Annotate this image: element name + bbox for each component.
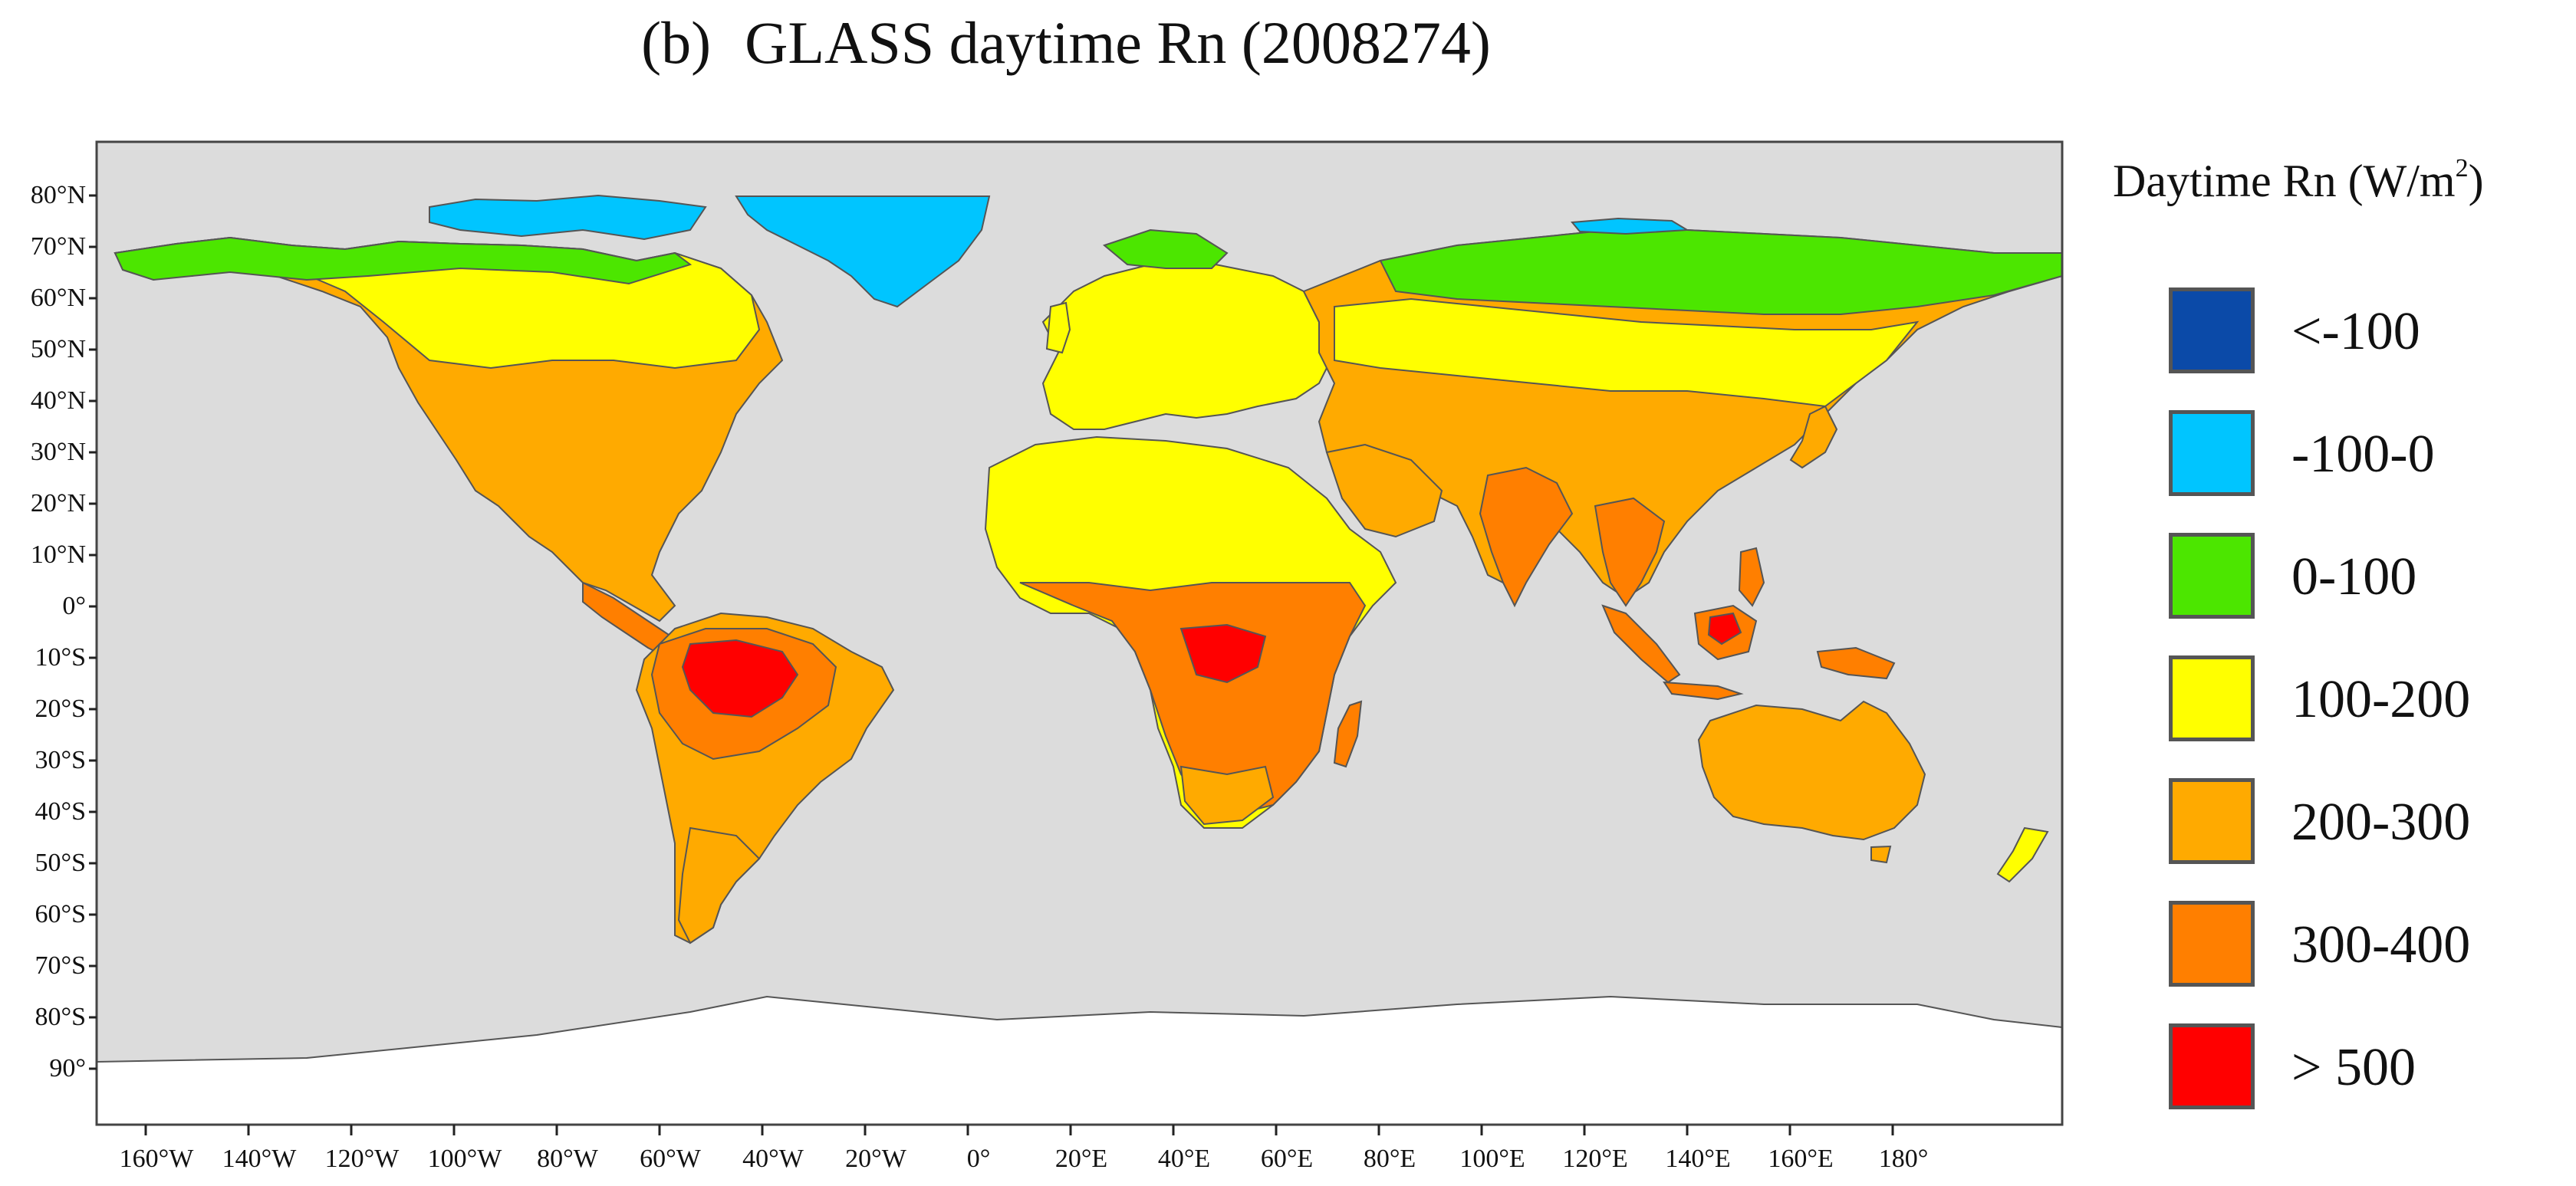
lon-tick-label: 80°W — [537, 1145, 598, 1173]
land-japan — [1789, 405, 1838, 469]
land-africa-central-red — [1179, 623, 1267, 684]
land-greenland — [735, 195, 991, 308]
lon-tick-label: 140°E — [1665, 1145, 1731, 1173]
land-africa-south — [1019, 582, 1367, 814]
legend-item: -100-0 — [2169, 410, 2568, 504]
legend-swatch — [2169, 655, 2255, 741]
legend-swatch — [2169, 778, 2255, 864]
legend-item: 0-100 — [2169, 533, 2568, 626]
lon-tick-label: 80°E — [1363, 1145, 1416, 1173]
panel-tag: (b) — [641, 9, 712, 76]
legend-swatch — [2169, 533, 2255, 619]
legend-item: 100-200 — [2169, 655, 2568, 749]
land-arabia — [1325, 443, 1443, 538]
lon-tick-label: 160°E — [1768, 1145, 1834, 1173]
land-madagascar — [1333, 700, 1363, 768]
land-borneo-red — [1707, 612, 1742, 646]
land-layer — [97, 194, 2062, 1125]
land-siberia-taiga — [1334, 297, 1920, 408]
lon-tick-label: 160°W — [119, 1145, 194, 1173]
land-scandinavia-tundra — [1102, 228, 1229, 269]
land-india — [1479, 466, 1574, 608]
lon-tick-label: 100°W — [427, 1145, 502, 1173]
land-southeast-asia — [1594, 497, 1666, 607]
lon-tick-label: 40°W — [742, 1145, 804, 1173]
lon-tick-label: 120°W — [324, 1145, 400, 1173]
lat-tick-label: 80°N — [30, 181, 86, 209]
land-new-guinea — [1816, 646, 1896, 680]
legend-label: 0-100 — [2291, 547, 2417, 606]
lat-tick-label: 60°S — [35, 900, 86, 928]
land-arctic-russia-ice — [1571, 217, 1690, 235]
lon-tick-label: 20°W — [845, 1145, 906, 1173]
lon-tick-label: 0° — [966, 1145, 991, 1173]
lat-tick-label: 40°N — [30, 386, 86, 415]
land-amazon-core — [681, 639, 799, 718]
legend-item: 200-300 — [2169, 778, 2568, 872]
lon-tick-label: 120°E — [1562, 1145, 1628, 1173]
lon-tick-label: 140°W — [222, 1145, 297, 1173]
land-arctic-archipelago — [429, 194, 707, 241]
legend-title-text: Daytime Rn (W/m — [2113, 156, 2456, 206]
lon-tick-label: 180° — [1878, 1145, 1929, 1173]
legend-item: <-100 — [2169, 287, 2568, 381]
land-antarctica — [97, 995, 2062, 1125]
lat-tick-label: 90° — [49, 1054, 86, 1083]
legend-item: 300-400 — [2169, 901, 2568, 994]
land-africa-cape — [1179, 765, 1275, 826]
lat-tick-label: 0° — [62, 592, 86, 620]
lat-tick-label: 70°N — [30, 232, 86, 261]
land-patagonia — [677, 826, 761, 945]
axis-ticks — [89, 194, 1894, 1135]
lat-tick-label: 50°N — [30, 335, 86, 363]
legend-label: 200-300 — [2291, 793, 2471, 852]
legend-swatch — [2169, 410, 2255, 496]
land-new-zealand — [1996, 826, 2049, 883]
legend-swatch — [2169, 1023, 2255, 1109]
legend-label: -100-0 — [2291, 425, 2435, 484]
legend-label: <-100 — [2291, 302, 2420, 361]
lon-tick-label: 40°E — [1157, 1145, 1211, 1173]
lat-tick-label: 30°N — [30, 438, 86, 466]
map-frame — [95, 140, 2064, 1126]
lat-tick-label: 70°S — [35, 951, 86, 980]
land-australia — [1697, 700, 1926, 841]
land-north-america-tundra — [114, 236, 693, 285]
lon-tick-label: 60°W — [640, 1145, 701, 1173]
lat-tick-label: 10°S — [35, 643, 86, 672]
land-sumatra — [1601, 604, 1681, 684]
lon-tick-label: 20°E — [1054, 1145, 1108, 1173]
legend-title: Daytime Rn (W/m2) — [2113, 140, 2573, 210]
land-britain — [1045, 301, 1071, 354]
lat-tick-label: 60°N — [30, 284, 86, 312]
legend-item: > 500 — [2169, 1023, 2568, 1117]
land-philippines — [1738, 547, 1765, 607]
legend-swatch — [2169, 901, 2255, 987]
lat-tick-label: 80°S — [35, 1003, 86, 1031]
lat-tick-label: 40°S — [35, 797, 86, 826]
legend-label: 300-400 — [2291, 915, 2471, 974]
legend-label: > 500 — [2291, 1038, 2416, 1097]
lat-tick-label: 30°S — [35, 746, 86, 774]
figure-title: (b) GLASS daytime Rn (2008274) — [0, 6, 2132, 80]
legend-title-close: ) — [2468, 156, 2484, 206]
lon-tick-label: 100°E — [1459, 1145, 1525, 1173]
lat-tick-label: 20°N — [30, 489, 86, 517]
lat-tick-label: 50°S — [35, 849, 86, 877]
land-tasmania — [1870, 845, 1892, 864]
legend-title-superscript: 2 — [2455, 154, 2469, 182]
legend-label: 100-200 — [2291, 670, 2471, 729]
lat-tick-label: 20°S — [35, 695, 86, 723]
lat-tick-label: 10°N — [30, 540, 86, 569]
land-java — [1663, 681, 1744, 701]
title-text: GLASS daytime Rn (2008274) — [745, 9, 1491, 76]
lon-tick-label: 60°E — [1260, 1145, 1314, 1173]
legend-swatch — [2169, 287, 2255, 373]
